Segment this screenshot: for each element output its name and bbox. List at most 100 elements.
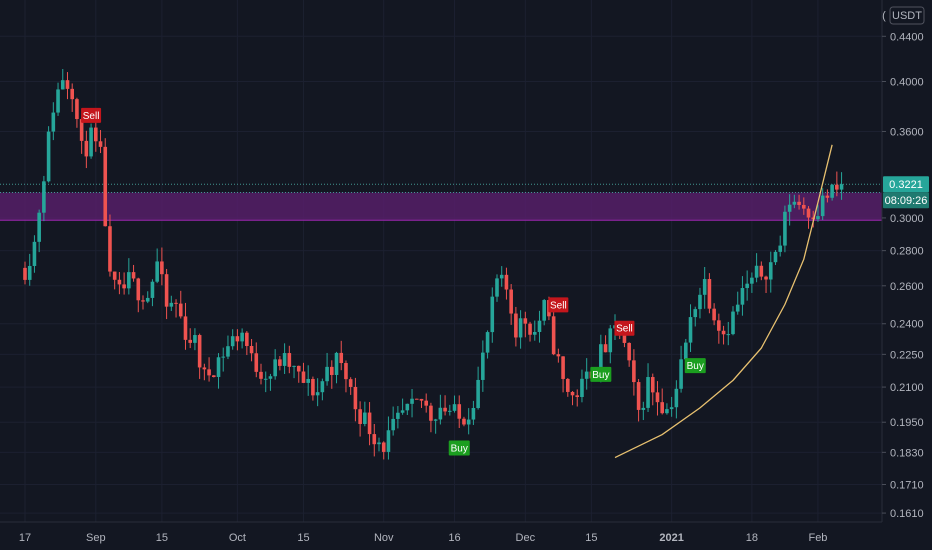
candle-body [117,279,122,285]
y-tick-label: 0.3000 [890,213,924,225]
candle-body [32,241,37,266]
candle-body [721,330,726,335]
candle-body [46,131,51,182]
candle-body [674,388,679,408]
candle-body [240,332,244,342]
candle-body [433,419,438,421]
candle-body [60,80,65,90]
candle-body [603,344,608,353]
candle-body [537,320,542,332]
candle-body [164,274,169,307]
candle-body [339,352,344,364]
buy-signal-box [684,358,706,374]
candle-body [292,365,296,367]
candle-body [301,371,306,383]
candle-body [51,112,56,132]
candle-body [202,367,207,370]
candle-body [717,320,721,331]
candle-body [764,276,768,280]
x-tick-label: 15 [297,532,309,544]
candle-body [632,360,636,383]
candle-body [353,386,358,410]
buy-signal-box [448,440,470,456]
candle-body [731,311,735,335]
y-tick-label: 0.4000 [890,76,924,88]
candle-body [183,316,188,340]
candle-body [325,366,329,382]
grid-lines [0,0,882,522]
candle-body [499,274,504,279]
candle-body [754,265,759,278]
x-tick-label: 15 [585,532,597,544]
x-tick-label: 2021 [659,532,683,544]
y-tick-label: 0.1830 [890,447,924,459]
candle-body [551,316,556,355]
candlestick-series [23,68,844,460]
candle-body [504,274,509,290]
candle-body [773,251,778,263]
candle-body [98,141,103,147]
countdown-tag [883,192,929,209]
y-tick-label: 0.1710 [890,480,924,492]
candle-body [726,334,731,336]
candle-body [570,391,575,396]
candle-body [112,271,117,280]
candle-body [296,365,301,372]
candle-body [476,379,480,408]
candle-body [358,409,362,424]
candle-body [65,80,70,89]
candle-body [174,302,178,304]
buy-signal-box [590,366,612,382]
candle-body [514,313,518,338]
candle-body [669,407,674,410]
currency-box [889,6,925,25]
buy-signal-label: Buy [592,370,609,381]
candle-body [485,332,490,353]
support-curve [614,144,833,459]
candle-body [523,318,528,324]
candle-body [27,265,32,280]
candle-body [481,352,485,380]
candle-body [372,434,377,445]
candle-body [414,398,419,400]
y-tick-label: 0.3600 [890,126,924,138]
countdown-label: 08:09:26 [885,195,928,207]
candle-body [580,378,584,398]
candle-body [169,302,174,307]
candle-body [646,377,650,408]
candle-body [556,354,561,357]
candle-body [89,127,93,157]
candle-body [599,344,603,373]
x-tick-label: Oct [229,532,246,544]
candle-body [249,345,254,354]
candle-body [627,342,631,361]
supply-zone-band [0,192,882,221]
candle-body [145,297,150,302]
candle-body [221,356,226,358]
candle-body [311,378,315,396]
candle-body [419,398,424,401]
candle-body [42,181,46,213]
candle-body [278,359,282,366]
candle-body [820,195,825,217]
candle-body [655,392,660,403]
candle-body [787,204,792,212]
candle-body [131,272,136,279]
candle-body [226,346,230,357]
candle-body [193,335,197,343]
candle-body [750,277,754,284]
candle-body [287,353,292,367]
candle-body [806,208,811,218]
sell-signal-label: Sell [83,111,100,122]
sell-signal-label: Sell [550,300,567,311]
candle-body [386,430,391,452]
candle-body [438,407,443,420]
candle-body [693,309,698,318]
candle-body [273,359,277,377]
sell-signal-box [614,320,635,336]
candle-body [735,304,740,312]
candle-body [490,296,495,333]
x-tick-label: 16 [448,532,460,544]
